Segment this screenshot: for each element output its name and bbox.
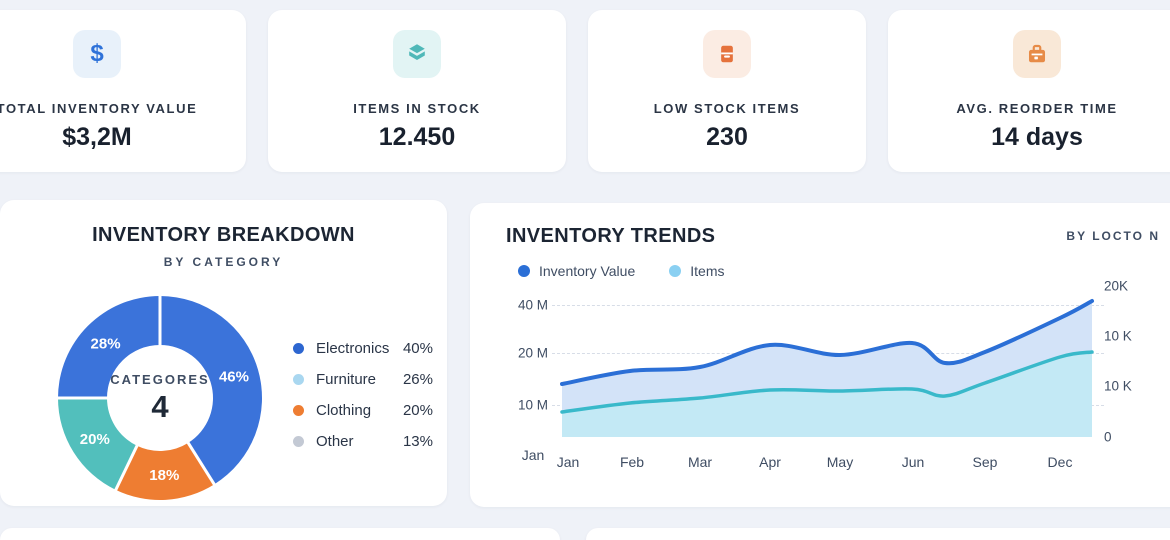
kpi-value: 12.450 bbox=[378, 123, 456, 151]
axis-tick-label: 10 K bbox=[1104, 328, 1132, 344]
kpi-card-items-in-stock: ITEMS IN STOCK 12.450 bbox=[268, 10, 566, 172]
kpi-label: TOTAL INVENTORY VALUE bbox=[0, 101, 198, 116]
donut-chart[interactable]: 46% 18% 20% 28% bbox=[50, 288, 270, 508]
svg-text:46%: 46% bbox=[219, 369, 249, 386]
breakdown-title: INVENTORY BREAKDOWN bbox=[92, 224, 355, 246]
kpi-label: AVG. REORDER TIME bbox=[956, 101, 1118, 116]
axis-tick-label: May bbox=[826, 454, 854, 470]
legend-value: 13% bbox=[402, 432, 433, 450]
inventory-breakdown-card: INVENTORY BREAKDOWN BY CATEGORY 46% 18% 20… bbox=[0, 200, 447, 506]
kpi-value: 14 days bbox=[991, 123, 1083, 151]
package-icon bbox=[393, 30, 441, 78]
bottom-card-right bbox=[586, 528, 1170, 540]
axis-tick-label: 0 bbox=[1104, 429, 1112, 445]
kpi-card-avg-reorder-time: AVG. REORDER TIME 14 days bbox=[888, 10, 1170, 172]
legend-value: 26% bbox=[402, 370, 433, 388]
legend-dot-icon bbox=[293, 373, 304, 385]
legend-value: 40% bbox=[402, 339, 433, 357]
dollar-icon: $ bbox=[73, 30, 121, 78]
legend-dot-icon bbox=[293, 404, 304, 416]
legend-label: Clothing bbox=[316, 401, 372, 419]
legend-label: Electronics bbox=[316, 339, 390, 357]
svg-text:28%: 28% bbox=[91, 336, 121, 353]
briefcase-icon bbox=[1013, 30, 1061, 78]
legend-item-other[interactable]: Other 13% bbox=[293, 430, 433, 452]
kpi-card-low-stock-items: LOW STOCK ITEMS 230 bbox=[588, 10, 866, 172]
legend-item-clothing[interactable]: Clothing 20% bbox=[293, 399, 433, 421]
legend-item-electronics[interactable]: Electronics 40% bbox=[293, 337, 433, 359]
axis-tick-label: Feb bbox=[619, 454, 645, 470]
axis-tick-label: 10 M bbox=[517, 397, 548, 413]
axis-tick-label: Dec bbox=[1047, 454, 1073, 470]
legend-label: Furniture bbox=[316, 370, 377, 388]
axis-tick-label: Jun bbox=[901, 454, 925, 470]
legend-dot-icon bbox=[293, 435, 304, 447]
x-axis-extra-label: Jan bbox=[521, 447, 545, 463]
axis-tick-label: 40 M bbox=[517, 297, 548, 313]
axis-tick-label: 20K bbox=[1104, 278, 1129, 294]
trends-legend: Inventory Value Items bbox=[518, 263, 724, 279]
kpi-value: 230 bbox=[706, 123, 748, 151]
axis-tick-label: 20 M bbox=[517, 345, 548, 361]
archive-icon bbox=[703, 30, 751, 78]
bottom-card-left bbox=[0, 528, 560, 540]
axis-tick-label: Sep bbox=[972, 454, 998, 470]
legend-label: Inventory Value bbox=[539, 263, 636, 279]
kpi-label: ITEMS IN STOCK bbox=[353, 101, 481, 116]
legend-dot-icon bbox=[669, 265, 682, 277]
kpi-value: $3,2M bbox=[62, 123, 132, 151]
legend-label: Other bbox=[316, 432, 354, 450]
breakdown-subtitle: BY CATEGORY bbox=[163, 255, 284, 269]
kpi-card-total-inventory-value: $ TOTAL INVENTORY VALUE $3,2M bbox=[0, 10, 246, 172]
axis-tick-label: Apr bbox=[759, 454, 781, 470]
legend-item-items[interactable]: Items bbox=[669, 263, 724, 279]
legend-label: Items bbox=[690, 263, 725, 279]
legend-dot-icon bbox=[518, 265, 530, 277]
trends-title: INVENTORY TRENDS bbox=[506, 225, 716, 247]
axis-tick-label: Mar bbox=[687, 454, 713, 470]
kpi-label: LOW STOCK ITEMS bbox=[653, 101, 801, 116]
trend-area-chart[interactable] bbox=[560, 285, 1094, 440]
legend-item-furniture[interactable]: Furniture 26% bbox=[293, 368, 433, 390]
svg-text:20%: 20% bbox=[80, 431, 110, 448]
svg-text:18%: 18% bbox=[149, 467, 179, 484]
axis-tick-label: 10 K bbox=[1104, 378, 1132, 394]
gridline bbox=[552, 305, 1104, 306]
legend-item-inventory-value[interactable]: Inventory Value bbox=[518, 263, 635, 279]
breakdown-legend: Electronics 40% Furniture 26% Clothing 2… bbox=[293, 337, 433, 461]
legend-value: 20% bbox=[402, 401, 433, 419]
legend-dot-icon bbox=[293, 342, 304, 354]
trends-corner-label: BY LOCTO N bbox=[1066, 229, 1160, 243]
axis-tick-label: Jan bbox=[556, 454, 580, 470]
